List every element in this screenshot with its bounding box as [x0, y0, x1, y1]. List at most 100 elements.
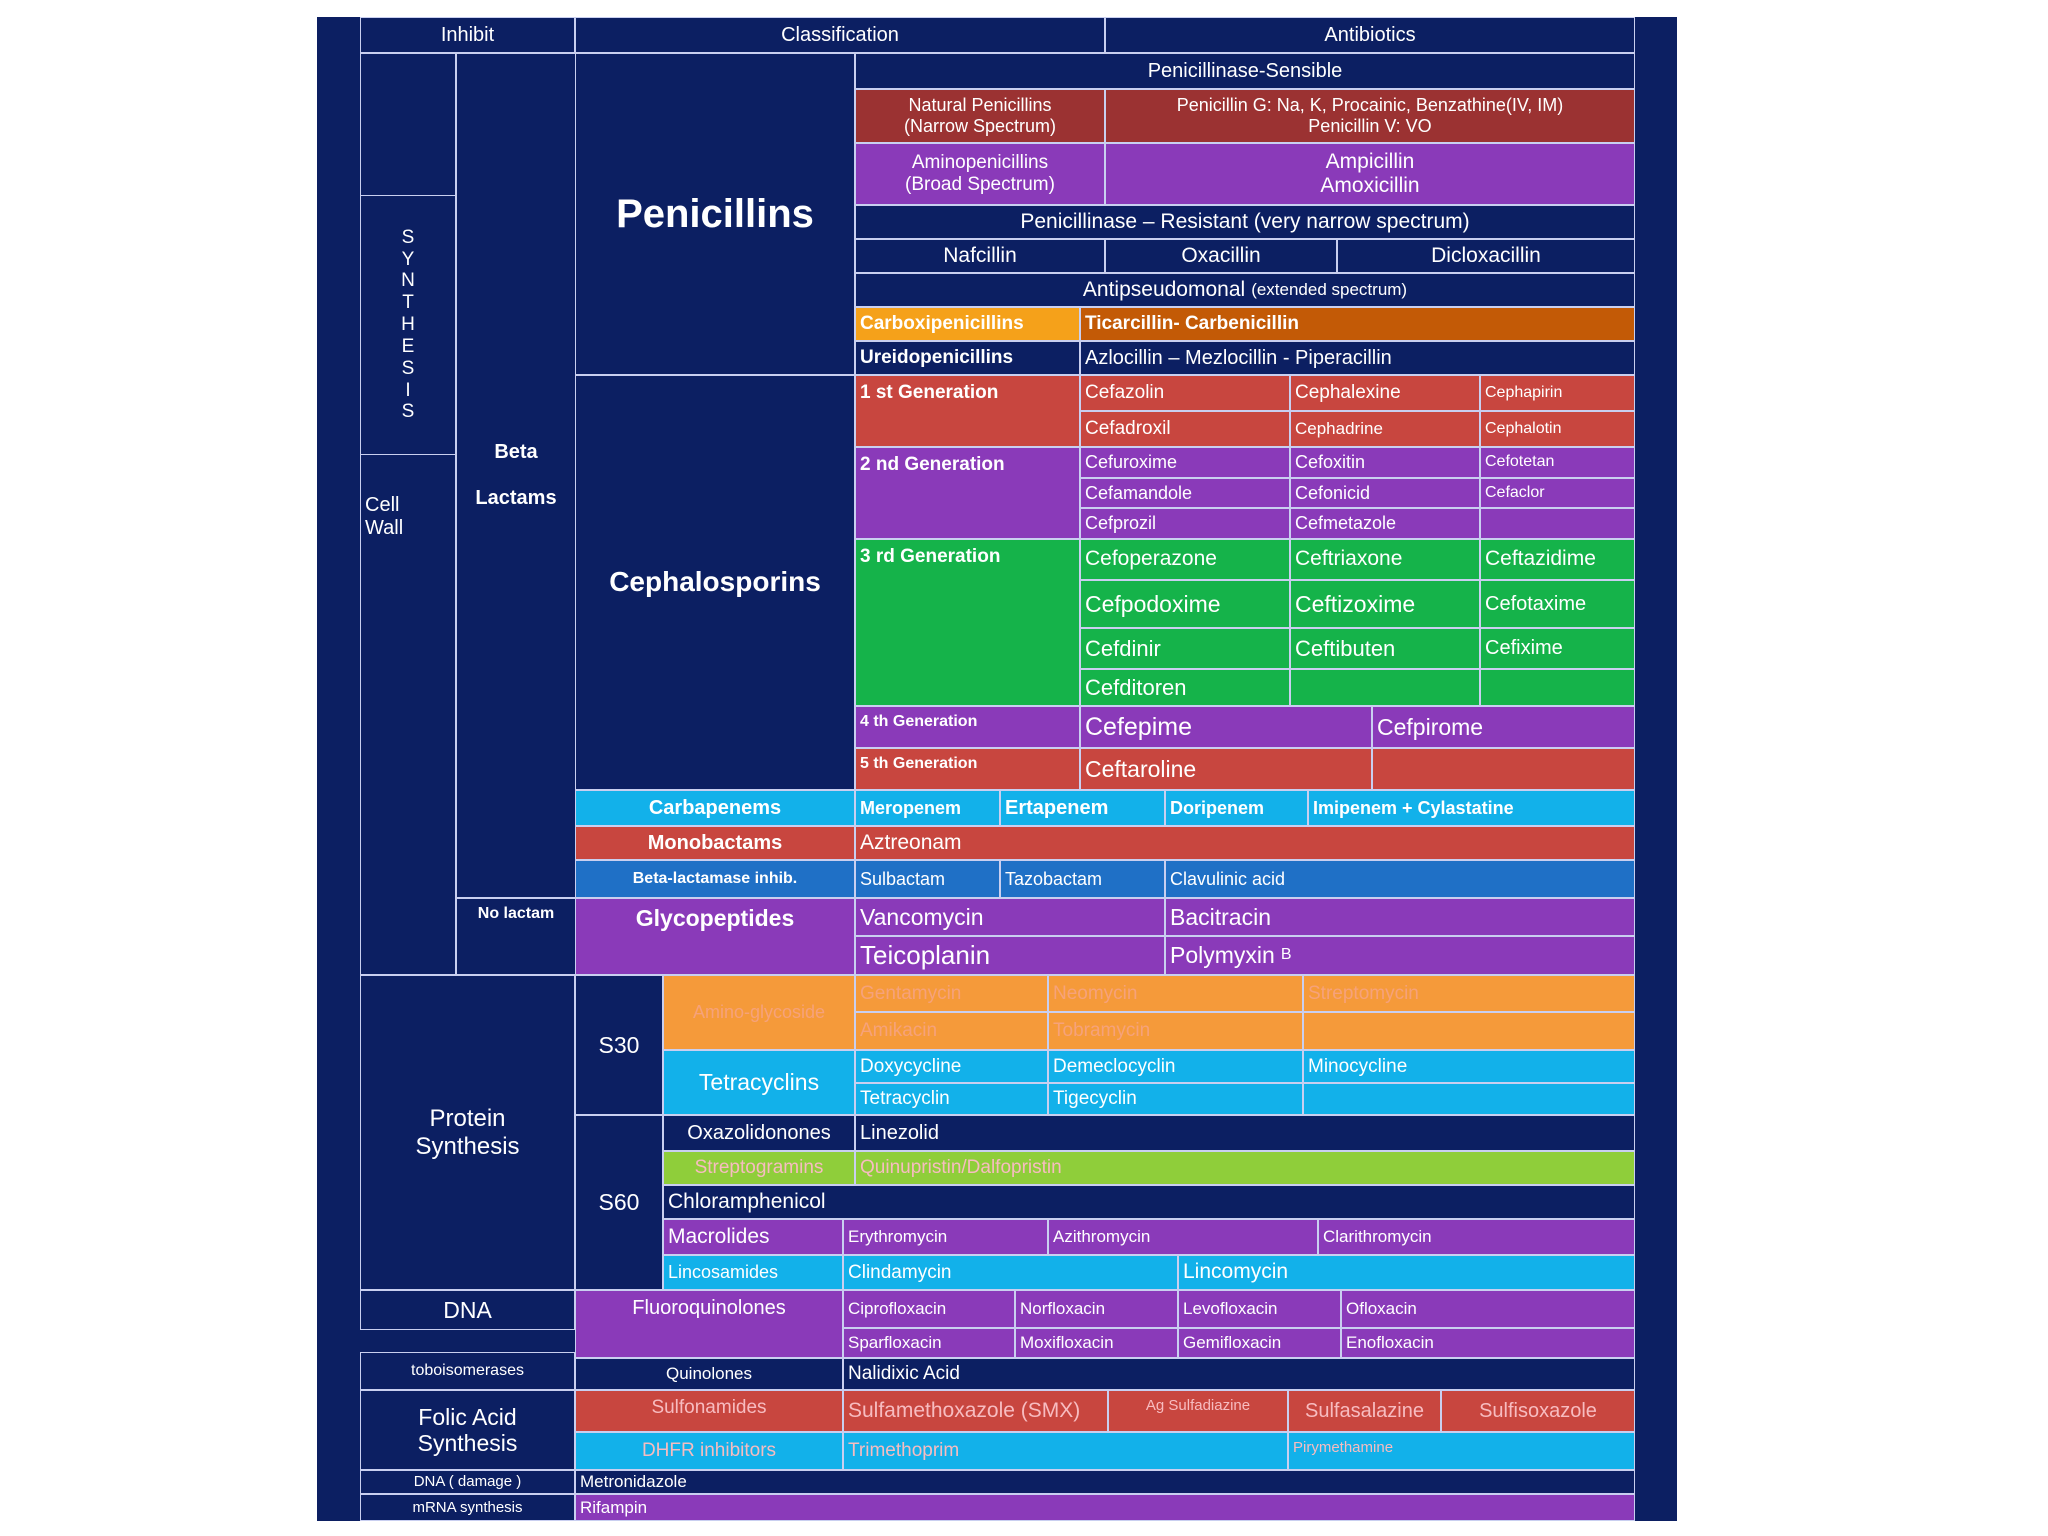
- polymyxin-suffix: B: [1280, 946, 1292, 964]
- doripenem: Doripenem: [1165, 790, 1308, 826]
- cephapirin: Cephapirin: [1480, 375, 1635, 411]
- azithromycin: Azithromycin: [1048, 1219, 1318, 1255]
- inhibit-folic-acid: Folic Acid Synthesis: [360, 1390, 575, 1470]
- ceftriaxone: Ceftriaxone: [1290, 539, 1480, 580]
- cephalosporin-gen-1: 1 st Generation: [855, 375, 1080, 447]
- cefazolin: Cefazolin: [1080, 375, 1290, 411]
- cefpirome: Cefpirome: [1372, 706, 1635, 748]
- clarithromycin: Clarithromycin: [1318, 1219, 1635, 1255]
- amikacin: Amikacin: [855, 1012, 1048, 1050]
- rifampin: Rifampin: [575, 1494, 1635, 1521]
- inhibit-dna-damage: DNA ( damage ): [360, 1470, 575, 1494]
- tobramycin: Tobramycin: [1048, 1012, 1303, 1050]
- metronidazole: Metronidazole: [575, 1470, 1635, 1494]
- clindamycin: Clindamycin: [843, 1255, 1178, 1290]
- monobactams-label: Monobactams: [575, 826, 855, 860]
- cefaclor: Cefaclor: [1480, 478, 1635, 508]
- cefoxitin: Cefoxitin: [1290, 447, 1480, 478]
- cefpodoxime: Cefpodoxime: [1080, 580, 1290, 628]
- beta-lactamase-inhibitors-label: Beta-lactamase inhib.: [575, 860, 855, 898]
- ureidopenicillin-drugs: Azlocillin – Mezlocillin - Piperacillin: [1080, 341, 1635, 375]
- inhibit-mrna: mRNA synthesis: [360, 1494, 575, 1521]
- sulbactam: Sulbactam: [855, 860, 1000, 898]
- polymyxin-b: Polymyxin B: [1165, 936, 1635, 975]
- meropenem: Meropenem: [855, 790, 1000, 826]
- aminopenicillin-drugs: Ampicillin Amoxicillin: [1105, 143, 1635, 205]
- cefmetazole: Cefmetazole: [1290, 508, 1480, 539]
- cefonicid: Cefonicid: [1290, 478, 1480, 508]
- header-antibiotics: Antibiotics: [1105, 17, 1635, 53]
- aminoglycoside-empty: [1303, 1012, 1635, 1050]
- sparfloxacin: Sparfloxacin: [843, 1328, 1015, 1358]
- ceftizoxime: Ceftizoxime: [1290, 580, 1480, 628]
- sub-beta-lactams: Beta Lactams: [456, 53, 576, 898]
- cefoperazone: Cefoperazone: [1080, 539, 1290, 580]
- tetracyclins-label: Tetracyclins: [663, 1050, 855, 1115]
- inhibit-cell-wall: Cell Wall: [360, 53, 456, 975]
- aminopenicillins: Aminopenicillins (Broad Spectrum): [855, 143, 1105, 205]
- inhibit-protein-synthesis: Protein Synthesis: [360, 975, 575, 1290]
- chloramphenicol: Chloramphenicol: [663, 1185, 1635, 1219]
- gen-3-empty-a: [1290, 669, 1480, 706]
- antipseudomonal-label: Antipseudomonal: [1082, 277, 1246, 301]
- cephalosporin-gen-3: 3 rd Generation: [855, 539, 1080, 706]
- tetracyclin-empty: [1303, 1083, 1635, 1115]
- erythromycin: Erythromycin: [843, 1219, 1048, 1255]
- moxifloxacin: Moxifloxacin: [1015, 1328, 1178, 1358]
- header-inhibit: Inhibit: [360, 17, 575, 53]
- natural-penicillin-drugs: Penicillin G: Na, K, Procainic, Benzathi…: [1105, 89, 1635, 143]
- gen-2-empty: [1480, 508, 1635, 539]
- sulfisoxazole: Sulfisoxazole: [1441, 1390, 1635, 1432]
- antipseudomonal: Antipseudomonal (extended spectrum): [855, 273, 1635, 307]
- cefditoren: Cefditoren: [1080, 669, 1290, 706]
- bacitracin: Bacitracin: [1165, 898, 1635, 936]
- linezolid: Linezolid: [855, 1115, 1635, 1151]
- streptogramins-label: Streptogramins: [663, 1151, 855, 1185]
- cefepime: Cefepime: [1080, 706, 1372, 748]
- antipseudomonal-note: (extended spectrum): [1251, 280, 1408, 300]
- imipenem-cylastatine: Imipenem + Cylastatine: [1308, 790, 1635, 826]
- ureidopenicillins: Ureidopenicillins: [855, 341, 1080, 375]
- glycopeptides-label: Glycopeptides: [575, 898, 855, 975]
- cefuroxime: Cefuroxime: [1080, 447, 1290, 478]
- sulfasalazine: Sulfasalazine: [1288, 1390, 1441, 1432]
- inhibit-dna-topoisomerases: toboisomerases: [360, 1352, 575, 1390]
- lincomycin: Lincomycin: [1178, 1255, 1635, 1290]
- cephalosporins-label: Cephalosporins: [575, 375, 855, 790]
- ceftibuten: Ceftibuten: [1290, 628, 1480, 669]
- levofloxacin: Levofloxacin: [1178, 1290, 1341, 1328]
- dicloxacillin: Dicloxacillin: [1337, 239, 1635, 273]
- clavulinic-acid: Clavulinic acid: [1165, 860, 1635, 898]
- ertapenem: Ertapenem: [1000, 790, 1165, 826]
- aminoglycoside-label: Amino-glycoside: [663, 975, 855, 1050]
- nalidixic-acid: Nalidixic Acid: [843, 1358, 1635, 1390]
- cephalosporin-gen-4: 4 th Generation: [855, 706, 1080, 748]
- ag-sulfadiazine: Ag Sulfadiazine: [1108, 1390, 1288, 1432]
- ceftaroline: Ceftaroline: [1080, 748, 1372, 790]
- pirymethamine: Pirymethamine: [1288, 1432, 1635, 1470]
- penicillinase-sensible: Penicillinase-Sensible: [855, 53, 1635, 89]
- cephalosporin-gen-2: 2 nd Generation: [855, 447, 1080, 539]
- lincosamides-label: Lincosamides: [663, 1255, 843, 1290]
- aztreonam: Aztreonam: [855, 826, 1635, 860]
- enofloxacin: Enofloxacin: [1341, 1328, 1635, 1358]
- dhfr-inhibitors-label: DHFR inhibitors: [575, 1432, 843, 1470]
- gen-3-empty-b: [1480, 669, 1635, 706]
- nafcillin: Nafcillin: [855, 239, 1105, 273]
- gen-5-empty: [1372, 748, 1635, 790]
- cefadroxil: Cefadroxil: [1080, 411, 1290, 447]
- header-classification: Classification: [575, 17, 1105, 53]
- streptomycin: Streptomycin: [1303, 975, 1635, 1012]
- natural-penicillins: Natural Penicillins (Narrow Spectrum): [855, 89, 1105, 143]
- cefotetan: Cefotetan: [1480, 447, 1635, 478]
- macrolides-label: Macrolides: [663, 1219, 843, 1255]
- minocycline: Minocycline: [1303, 1050, 1635, 1083]
- ciprofloxacin: Ciprofloxacin: [843, 1290, 1015, 1328]
- cephalexine: Cephalexine: [1290, 375, 1480, 411]
- ceftazidime: Ceftazidime: [1480, 539, 1635, 580]
- carboxipenicillin-drugs: Ticarcillin- Carbenicillin: [1080, 307, 1635, 341]
- cephadrine: Cephadrine: [1290, 411, 1480, 447]
- polymyxin: Polymyxin: [1170, 942, 1275, 969]
- neomycin: Neomycin: [1048, 975, 1303, 1012]
